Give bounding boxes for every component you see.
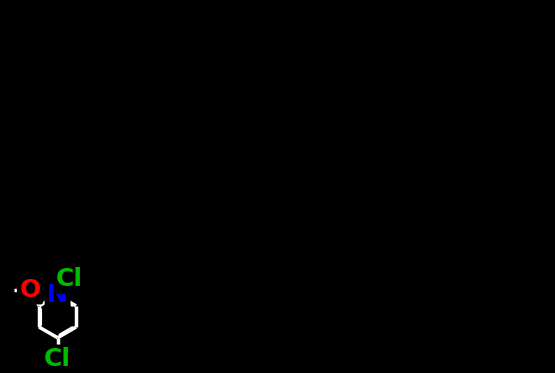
Text: N: N: [47, 283, 68, 307]
Text: Cl: Cl: [56, 267, 83, 291]
Text: Cl: Cl: [44, 347, 71, 371]
Text: O: O: [19, 278, 41, 302]
